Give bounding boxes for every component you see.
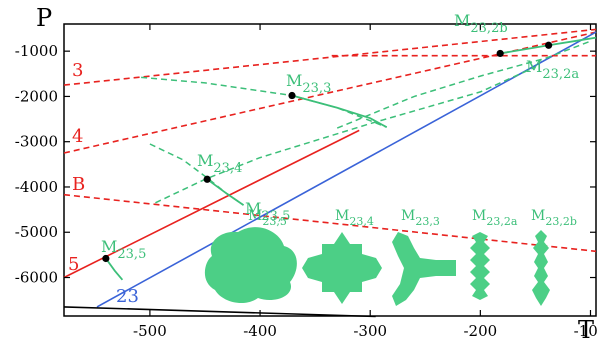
x-tick-label-3: -200: [463, 322, 497, 340]
series-layer: [63, 28, 597, 318]
green-curve-1: [149, 143, 244, 206]
y-tick-label-4: -2000: [15, 87, 58, 105]
point-label-m23-4: M23,4: [197, 151, 242, 176]
x-axis-label: T: [578, 316, 594, 341]
inset-label-m23-5: M23,5: [248, 208, 287, 228]
point-label-m23-2a: M23,2a: [526, 57, 579, 82]
inset-shape-m23-4: [302, 232, 382, 304]
series-line-B: [63, 193, 597, 253]
inset-label-m23-4: M23,4: [335, 208, 374, 228]
green-curve-0: [141, 76, 387, 128]
series-line-unlabeled-5: [63, 306, 376, 318]
inset-label-m23-3: M23,3: [401, 208, 440, 228]
data-point-1: [545, 41, 553, 49]
x-tick-label-2: -300: [353, 322, 387, 340]
inset-shape-m23-2b: [532, 230, 550, 306]
x-tick-label-4: -100: [574, 322, 598, 340]
green-curve-2: [155, 66, 536, 204]
series-line-3: [63, 28, 597, 86]
line-label-B: B: [72, 174, 85, 195]
point-label-m23-2b: M23,2b: [454, 11, 508, 36]
series-line-5: [63, 129, 360, 279]
line-label-23: 23: [116, 286, 139, 307]
y-tick-label-1: -5000: [15, 223, 58, 241]
y-tick-label-3: -3000: [15, 133, 58, 151]
inset-shape-m23-3: [392, 232, 456, 306]
inset-label-m23-2a: M23,2a: [472, 208, 518, 228]
line-label-5: 5: [68, 254, 79, 275]
point-label-m23-5: M23,5: [101, 237, 146, 262]
x-tick-label-0: -500: [133, 322, 167, 340]
green-curve-5: [206, 178, 245, 206]
point-label-m23-5-curve: M23,5: [245, 199, 290, 224]
ticks-layer: -500 -400 -300 -200 -100 -6000 -5000 -4000 -3000…: [15, 24, 598, 340]
data-point-3: [203, 175, 211, 183]
y-tick-label-2: -4000: [15, 178, 58, 196]
morphology-insets: [204, 227, 550, 306]
plot-frame: [63, 23, 597, 317]
inset-shape-m23-5: [204, 227, 297, 304]
green-curve-4: [291, 94, 388, 128]
x-tick-label-1: -400: [243, 322, 277, 340]
green-curve-6: [105, 257, 124, 281]
y-axis-label: P: [36, 4, 52, 32]
points-layer: [102, 41, 553, 263]
inset-label-m23-2b: M23,2b: [531, 208, 577, 228]
line-label-3: 3: [72, 60, 83, 81]
y-tick-label-5: -1000: [15, 42, 58, 60]
data-point-4: [102, 254, 110, 263]
line-label-4: 4: [72, 126, 83, 147]
point-label-m23-3: M23,3: [286, 71, 331, 96]
inset-shape-m23-2a: [470, 232, 490, 300]
labels-layer: P T 3 4 B 5 23 M23,2b M23,2a M23,3 M23,4…: [36, 4, 594, 341]
y-tick-label-0: -6000: [15, 269, 58, 287]
green-curve-3: [336, 40, 591, 129]
data-point-2: [288, 91, 296, 100]
series-line-23: [96, 31, 597, 308]
data-point-0: [496, 49, 504, 58]
